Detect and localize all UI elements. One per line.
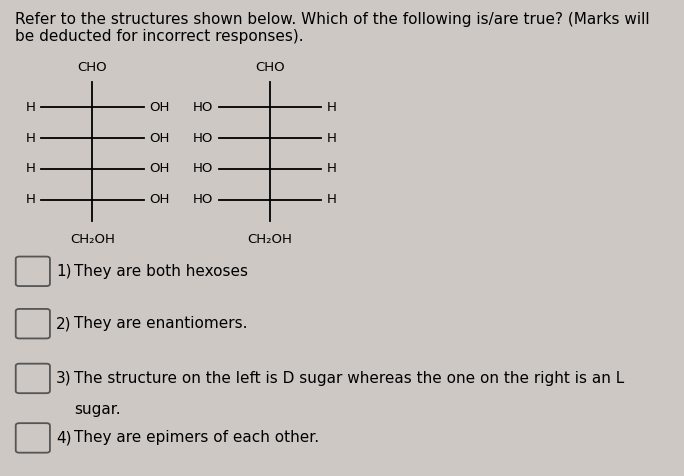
Text: HO: HO <box>193 162 213 176</box>
FancyBboxPatch shape <box>16 364 50 393</box>
Text: H: H <box>26 100 36 114</box>
Text: HO: HO <box>193 193 213 207</box>
Text: H: H <box>26 193 36 207</box>
Text: OH: OH <box>149 100 170 114</box>
Text: be deducted for incorrect responses).: be deducted for incorrect responses). <box>15 29 304 44</box>
Text: H: H <box>327 131 337 145</box>
Text: OH: OH <box>149 131 170 145</box>
Text: They are both hexoses: They are both hexoses <box>74 264 248 279</box>
FancyBboxPatch shape <box>16 423 50 453</box>
Text: They are enantiomers.: They are enantiomers. <box>74 316 248 331</box>
FancyBboxPatch shape <box>16 257 50 286</box>
Text: HO: HO <box>193 100 213 114</box>
Text: CH₂OH: CH₂OH <box>248 233 293 246</box>
Text: CHO: CHO <box>255 61 285 74</box>
Text: H: H <box>327 162 337 176</box>
Text: The structure on the left is D sugar whereas the one on the right is an L: The structure on the left is D sugar whe… <box>74 371 624 386</box>
Text: 2): 2) <box>56 316 72 331</box>
Text: OH: OH <box>149 193 170 207</box>
Text: sugar.: sugar. <box>74 402 120 417</box>
Text: OH: OH <box>149 162 170 176</box>
Text: 1): 1) <box>56 264 72 279</box>
FancyBboxPatch shape <box>16 309 50 338</box>
Text: 3): 3) <box>56 371 72 386</box>
Text: They are epimers of each other.: They are epimers of each other. <box>74 430 319 446</box>
Text: Refer to the structures shown below. Which of the following is/are true? (Marks : Refer to the structures shown below. Whi… <box>15 12 650 27</box>
Text: H: H <box>26 162 36 176</box>
Text: 4): 4) <box>56 430 72 446</box>
Text: H: H <box>26 131 36 145</box>
Text: HO: HO <box>193 131 213 145</box>
Text: CHO: CHO <box>77 61 107 74</box>
Text: H: H <box>327 100 337 114</box>
Text: H: H <box>327 193 337 207</box>
Text: CH₂OH: CH₂OH <box>70 233 115 246</box>
